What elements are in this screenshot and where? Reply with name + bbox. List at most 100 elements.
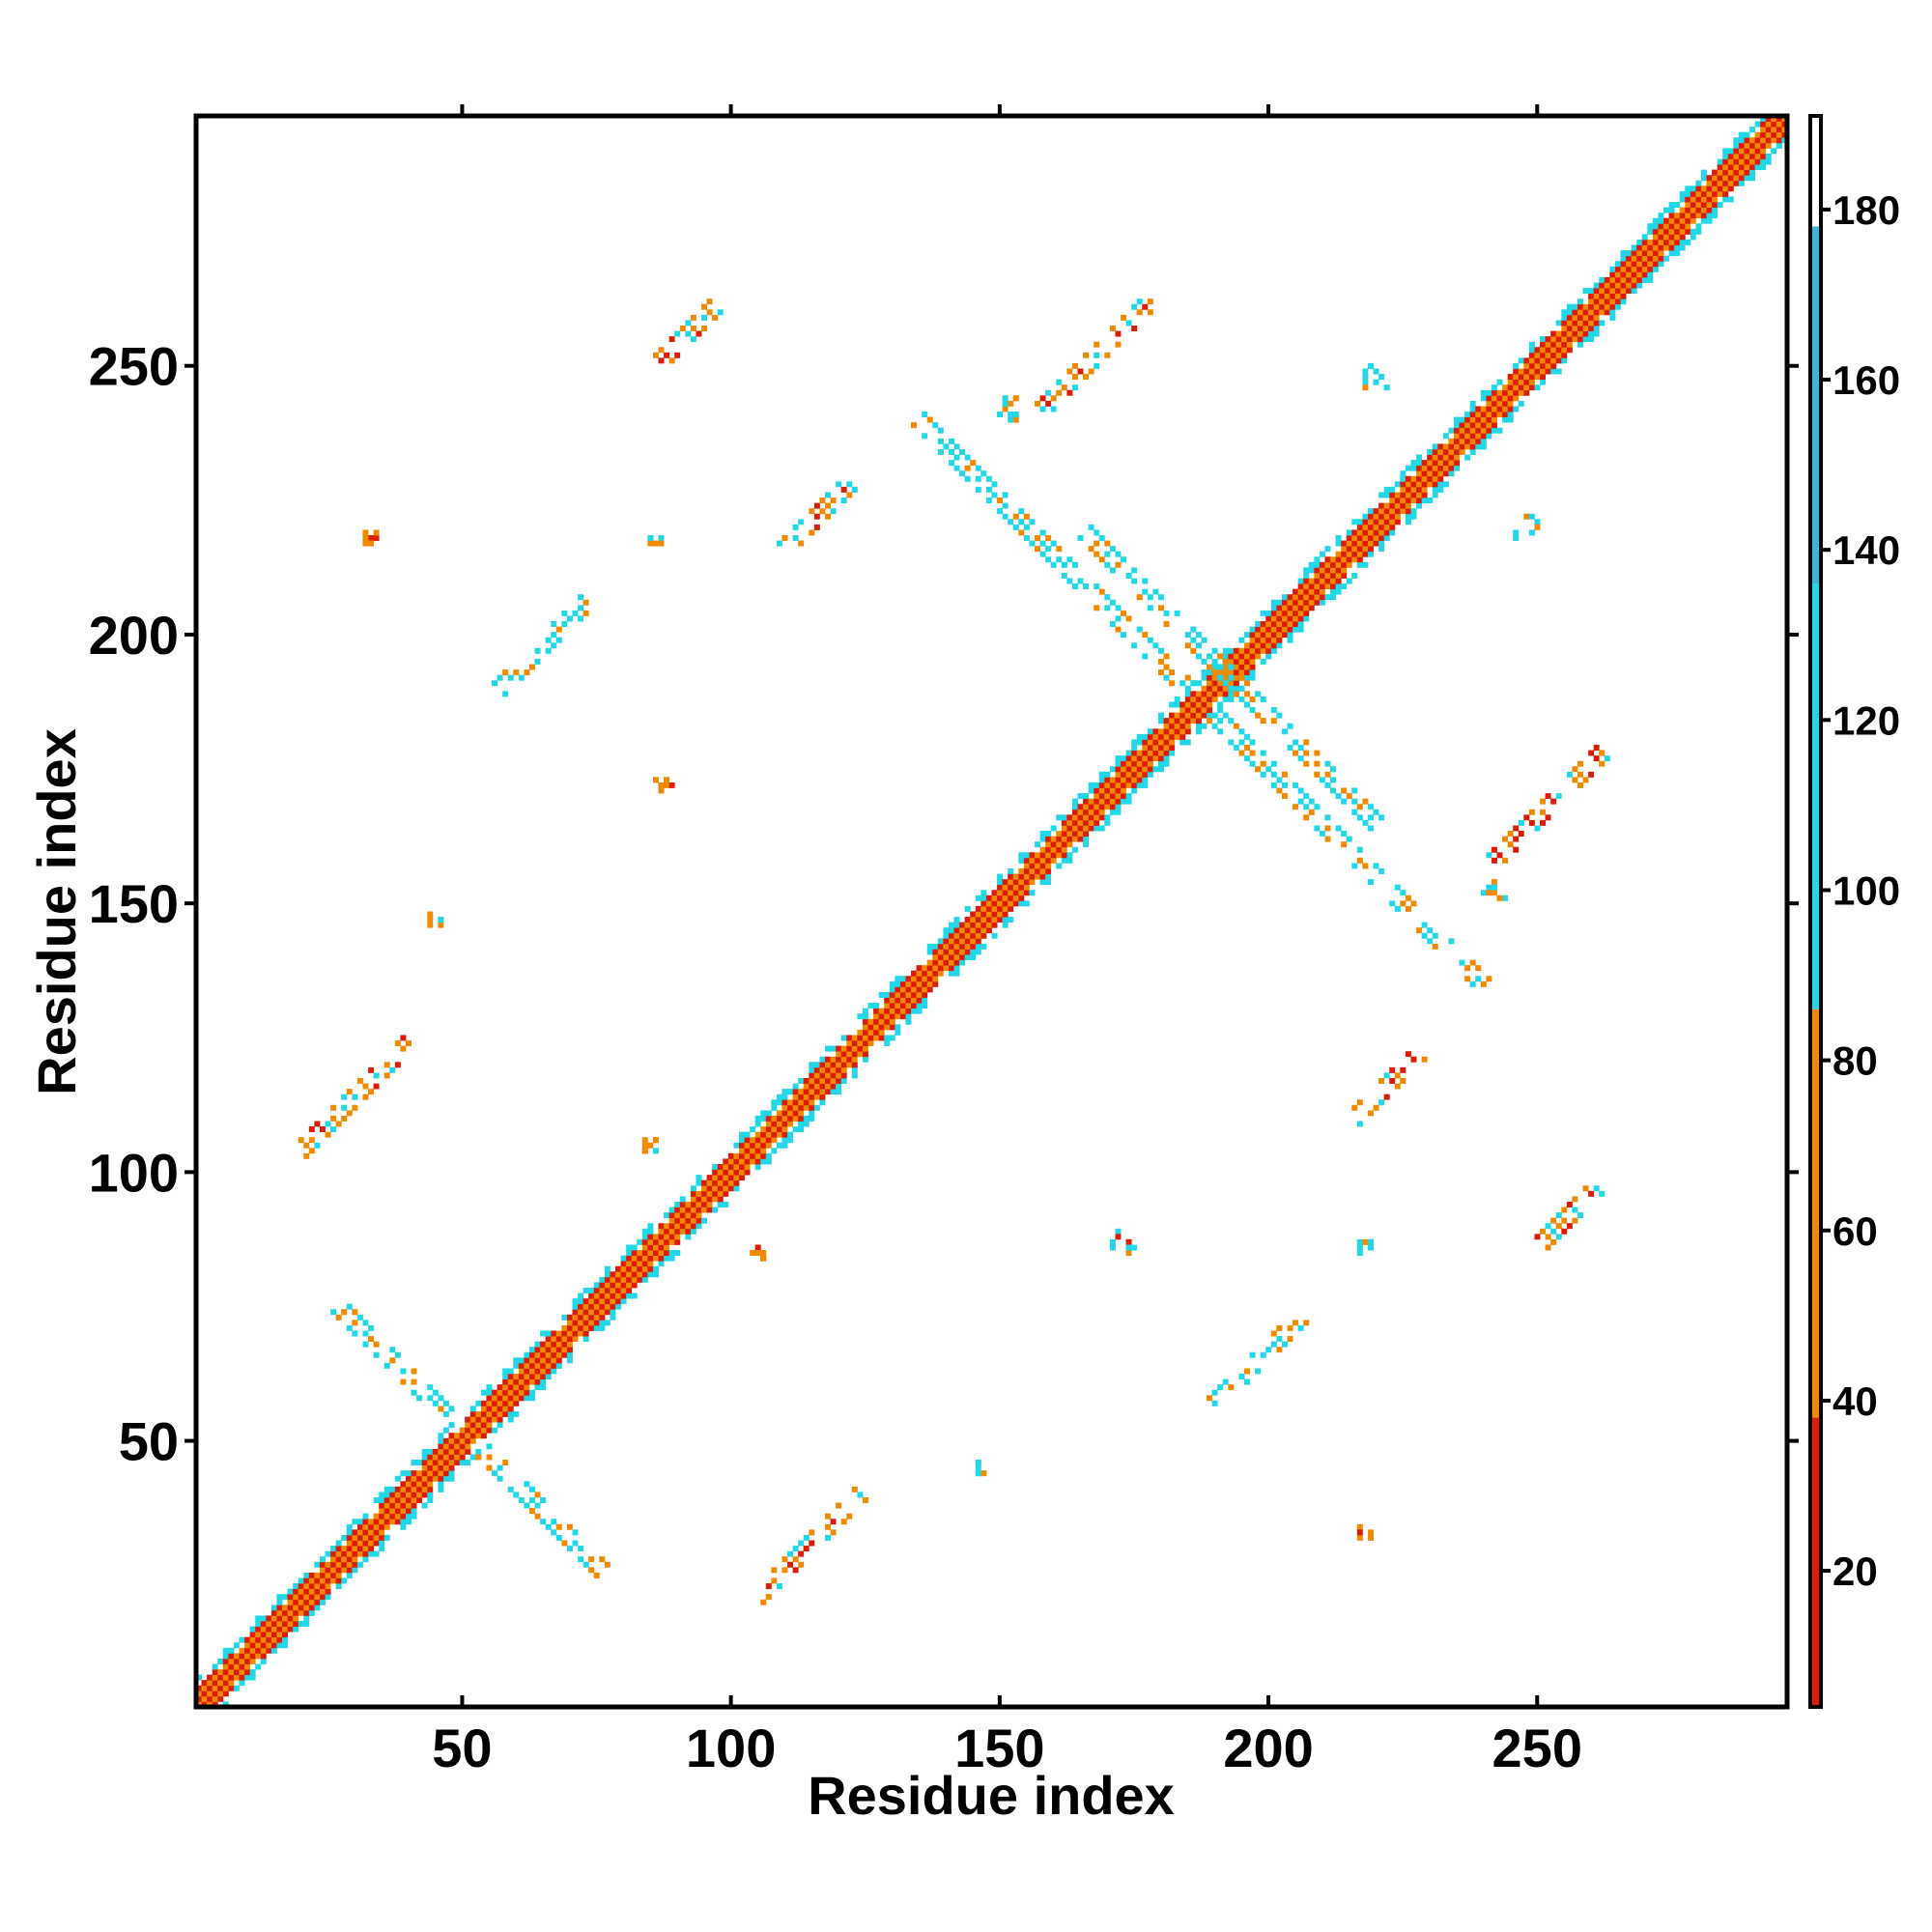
heatmap-cell [319,1599,326,1605]
heatmap-cell [1341,551,1348,557]
heatmap-cell [1663,217,1669,224]
heatmap-cell [1265,653,1272,660]
heatmap-cell [330,1556,337,1563]
heatmap-cell [578,1320,584,1326]
heatmap-cell [469,1416,476,1423]
heatmap-cell [1400,1077,1406,1084]
heatmap-cell [980,470,987,477]
heatmap-cell [1733,164,1740,171]
heatmap-cell [325,1561,331,1568]
heatmap-cell [1179,712,1186,719]
heatmap-cell [266,1632,272,1638]
heatmap-cell [1179,733,1186,740]
heatmap-cell [1008,895,1014,901]
heatmap-cell [1163,610,1170,616]
heatmap-cell [1609,298,1616,305]
heatmap-cell [765,1594,772,1601]
heatmap-cell [1577,771,1583,778]
heatmap-cell [1561,320,1568,327]
heatmap-cell [1125,1250,1132,1256]
heatmap-cell [1528,819,1535,826]
heatmap-cell [1442,465,1449,471]
heatmap-cell [953,949,960,955]
heatmap-cell [1115,771,1122,778]
heatmap-cell [1335,556,1342,563]
heatmap-cell [421,1475,428,1482]
heatmap-cell [196,1695,202,1702]
heatmap-cell [1077,825,1084,832]
heatmap-cell [658,781,665,788]
heatmap-cell [1410,513,1417,520]
heatmap-cell [959,949,966,955]
heatmap-cell [389,1066,396,1073]
heatmap-cell [991,905,998,912]
heatmap-cell [540,1351,547,1358]
heatmap-cell [926,949,933,955]
heatmap-cell [1593,293,1600,299]
heatmap-cell [948,965,954,972]
heatmap-cell [1094,798,1100,805]
heatmap-cell [1502,412,1509,417]
heatmap-cell [1733,137,1740,144]
heatmap-cell [588,1324,595,1331]
heatmap-cell [1733,142,1740,149]
heatmap-cell [1432,470,1438,477]
heatmap-cell [980,911,987,918]
heatmap-cell [368,540,375,547]
heatmap-cell [1207,707,1213,714]
heatmap-cell [454,1437,461,1444]
heatmap-cell [1249,696,1256,702]
heatmap-cell [1540,368,1547,375]
heatmap-cell [480,1416,487,1423]
heatmap-cell [1577,314,1583,321]
heatmap-cell [1346,836,1352,842]
heatmap-cell [1679,234,1686,241]
heatmap-cell [1066,857,1073,864]
heatmap-cell [1195,712,1202,719]
heatmap-cell [738,1152,745,1159]
heatmap-cell [545,1374,552,1379]
heatmap-cell [1018,890,1025,896]
heatmap-cell [228,1658,235,1664]
heatmap-cell [394,1513,401,1520]
heatmap-cell [911,991,917,998]
heatmap-cell [932,970,939,977]
heatmap-cell [738,1164,745,1170]
heatmap-cell [1125,1244,1132,1251]
heatmap-cell [1588,326,1595,331]
heatmap-cell [314,1594,321,1601]
heatmap-cell [1157,750,1164,756]
heatmap-cell [991,900,998,907]
heatmap-cell [1502,895,1509,901]
heatmap-cell [664,1234,670,1240]
heatmap-cell [1469,980,1476,987]
heatmap-cell [1459,438,1465,444]
heatmap-cell [270,1636,277,1643]
heatmap-cell [1362,368,1369,375]
heatmap-cell [1400,508,1406,515]
heatmap-cell [368,1324,375,1331]
heatmap-cell [1255,647,1262,654]
heatmap-cell [578,1546,584,1552]
heatmap-cell [1593,314,1600,321]
heatmap-cell [486,1410,493,1417]
heatmap-cell [276,1632,283,1638]
heatmap-cell [1437,481,1444,488]
heatmap-cell [1695,207,1702,213]
heatmap-cell [1362,374,1369,381]
heatmap-cell [1190,637,1197,643]
heatmap-cell [524,1395,530,1402]
heatmap-cell [980,895,987,901]
heatmap-cell [1663,239,1669,245]
heatmap-cell [1335,793,1342,800]
heatmap-cell [905,986,912,993]
heatmap-cell [1486,884,1492,891]
heatmap-cell [1071,362,1078,369]
heatmap-cell [1330,567,1336,574]
heatmap-cell [787,1131,794,1138]
heatmap-cell [1534,352,1541,358]
heatmap-cell [1690,207,1696,213]
heatmap-cell [1555,1223,1562,1230]
heatmap-cell [1314,599,1321,606]
heatmap-cell [298,1620,304,1627]
